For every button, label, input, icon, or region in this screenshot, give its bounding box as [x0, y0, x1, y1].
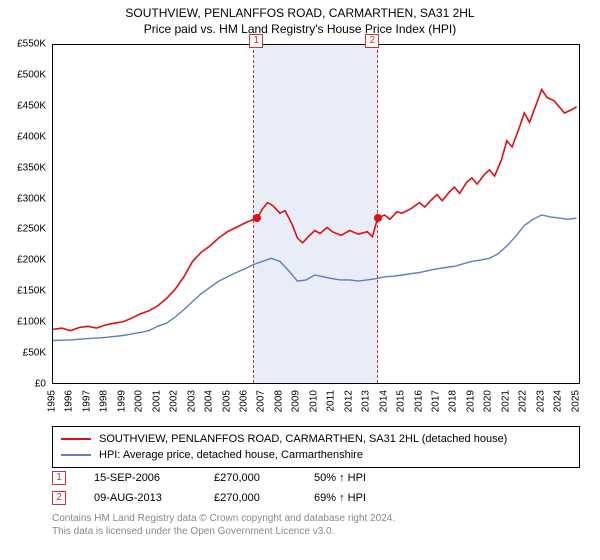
plot-border	[52, 44, 580, 384]
chart-subtitle: Price paid vs. HM Land Registry's House …	[0, 22, 600, 36]
x-tick-label: 2007	[256, 390, 267, 412]
x-tick-label: 2006	[239, 390, 250, 412]
x-tick-label: 1995	[47, 390, 58, 412]
y-tick-label: £300K	[17, 193, 46, 204]
legend-item: HPI: Average price, detached house, Carm…	[61, 447, 571, 463]
y-tick-label: £500K	[17, 69, 46, 80]
y-tick-label: £400K	[17, 131, 46, 142]
y-tick-label: £550K	[17, 39, 46, 50]
legend: SOUTHVIEW, PENLANFFOS ROAD, CARMARTHEN, …	[52, 426, 580, 468]
sale-date: 09-AUG-2013	[94, 492, 214, 504]
sales-table: 1 15-SEP-2006 £270,000 50% ↑ HPI 2 09-AU…	[52, 468, 580, 508]
x-tick-label: 2016	[413, 390, 424, 412]
y-tick-label: £350K	[17, 162, 46, 173]
chart-titles: SOUTHVIEW, PENLANFFOS ROAD, CARMARTHEN, …	[0, 0, 600, 36]
sale-marker-2: 2	[52, 491, 66, 505]
chart-title: SOUTHVIEW, PENLANFFOS ROAD, CARMARTHEN, …	[0, 6, 600, 20]
x-tick-label: 2001	[151, 390, 162, 412]
x-tick-label: 2020	[483, 390, 494, 412]
sale-marker-box: 2	[365, 34, 379, 48]
y-tick-label: £200K	[17, 255, 46, 266]
x-tick-label: 2023	[535, 390, 546, 412]
x-tick-label: 1999	[116, 390, 127, 412]
legend-item: SOUTHVIEW, PENLANFFOS ROAD, CARMARTHEN, …	[61, 431, 571, 447]
legend-swatch-red	[61, 438, 91, 440]
x-tick-label: 2017	[431, 390, 442, 412]
y-tick-label: £0	[35, 379, 46, 390]
x-tick-label: 2013	[361, 390, 372, 412]
x-tick-label: 1997	[81, 390, 92, 412]
legend-label: HPI: Average price, detached house, Carm…	[99, 449, 363, 461]
x-tick-label: 2010	[308, 390, 319, 412]
sale-marker-box: 1	[249, 34, 263, 48]
y-axis-ticks: £0£50K£100K£150K£200K£250K£300K£350K£400…	[0, 44, 50, 384]
chart-lines	[53, 45, 581, 385]
x-tick-label: 2025	[570, 390, 581, 412]
x-tick-label: 2014	[378, 390, 389, 412]
sale-point	[374, 214, 382, 222]
y-tick-label: £250K	[17, 224, 46, 235]
x-tick-label: 2018	[448, 390, 459, 412]
sale-price: £270,000	[214, 492, 314, 504]
x-tick-label: 1998	[99, 390, 110, 412]
x-tick-label: 2005	[221, 390, 232, 412]
x-tick-label: 2024	[553, 390, 564, 412]
series-line-price_paid	[53, 90, 577, 331]
x-tick-label: 2012	[343, 390, 354, 412]
x-axis-ticks: 1995199619971998199920002001200220032004…	[52, 386, 580, 426]
x-tick-label: 2011	[326, 390, 337, 412]
x-tick-label: 2008	[273, 390, 284, 412]
footer-line: Contains HM Land Registry data © Crown c…	[52, 512, 580, 525]
sale-point	[253, 214, 261, 222]
x-tick-label: 2002	[169, 390, 180, 412]
sale-diff: 69% ↑ HPI	[314, 492, 366, 504]
x-tick-label: 2003	[186, 390, 197, 412]
y-tick-label: £50K	[23, 348, 46, 359]
sale-date: 15-SEP-2006	[94, 472, 214, 484]
sale-row: 2 09-AUG-2013 £270,000 69% ↑ HPI	[52, 488, 580, 508]
sale-diff: 50% ↑ HPI	[314, 472, 366, 484]
x-tick-label: 2022	[518, 390, 529, 412]
sale-row: 1 15-SEP-2006 £270,000 50% ↑ HPI	[52, 468, 580, 488]
y-tick-label: £150K	[17, 286, 46, 297]
y-tick-label: £450K	[17, 100, 46, 111]
x-tick-label: 1996	[64, 390, 75, 412]
sale-marker-1: 1	[52, 471, 66, 485]
x-tick-label: 2004	[204, 390, 215, 412]
legend-label: SOUTHVIEW, PENLANFFOS ROAD, CARMARTHEN, …	[99, 433, 507, 445]
x-tick-label: 2000	[134, 390, 145, 412]
y-tick-label: £100K	[17, 317, 46, 328]
x-tick-label: 2019	[465, 390, 476, 412]
series-line-hpi	[53, 215, 577, 341]
x-tick-label: 2015	[396, 390, 407, 412]
footer-line: This data is licensed under the Open Gov…	[52, 525, 580, 538]
sale-price: £270,000	[214, 472, 314, 484]
legend-swatch-blue	[61, 454, 91, 456]
x-tick-label: 2021	[500, 390, 511, 412]
x-tick-label: 2009	[291, 390, 302, 412]
chart-plot-area: 12	[52, 44, 580, 384]
footer-attribution: Contains HM Land Registry data © Crown c…	[52, 512, 580, 538]
